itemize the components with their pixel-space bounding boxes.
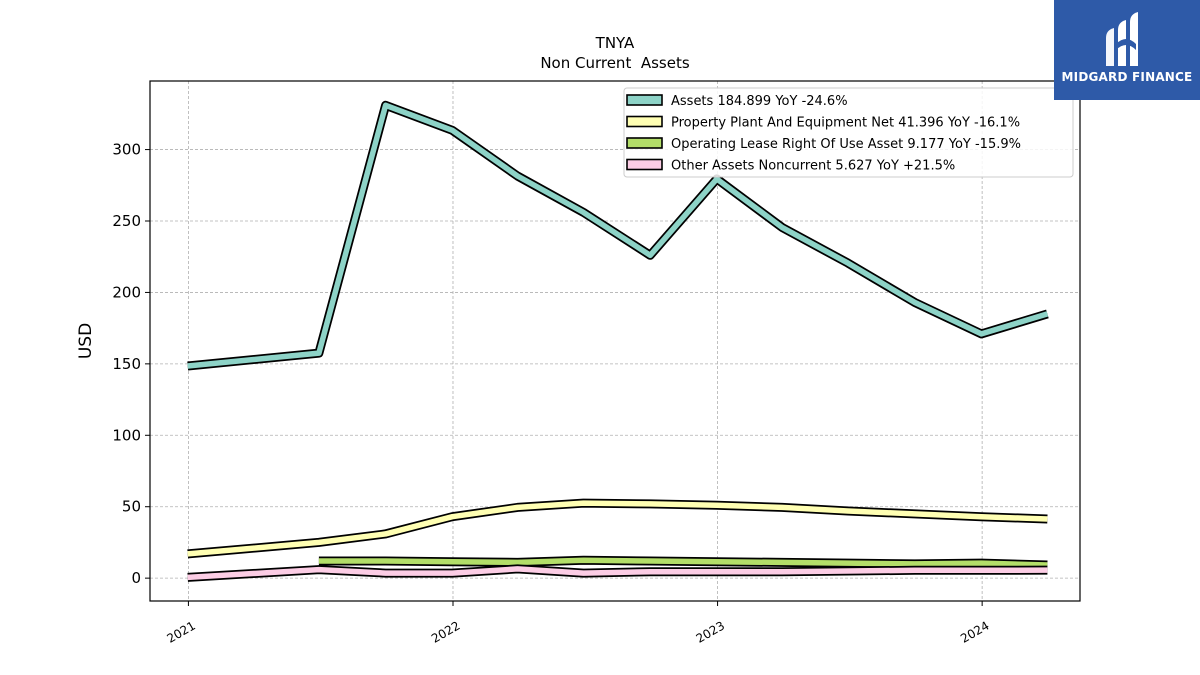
- y-tick-label: 300: [112, 141, 141, 159]
- legend-swatch: [626, 158, 663, 171]
- legend-swatch: [626, 137, 663, 149]
- logo-mark-icon: [1106, 12, 1138, 66]
- x-tick-label: 2021: [164, 618, 197, 645]
- y-axis-label: USD: [76, 323, 96, 359]
- series-group: [187, 100, 1049, 582]
- legend-label: Other Assets Noncurrent 5.627 YoY +21.5%: [671, 159, 955, 174]
- plot-frame: [149, 80, 1081, 602]
- series-line-2: [187, 500, 1048, 557]
- y-tick-label: 0: [131, 569, 141, 587]
- legend-label: Property Plant And Equipment Net 41.396 …: [671, 116, 1020, 131]
- series-outline: [187, 498, 1048, 559]
- y-tick-label: 250: [112, 212, 141, 230]
- x-tick-label: 2024: [958, 618, 991, 645]
- chart-title: TNYA: [595, 34, 635, 52]
- y-tick-label: 150: [112, 355, 141, 373]
- y-axis: 0 50 100 150 200 250 300: [112, 141, 150, 587]
- y-tick-label: 200: [112, 283, 141, 301]
- legend-swatch: [626, 94, 663, 106]
- chart-subtitle: Non Current Assets: [540, 54, 690, 72]
- logo-text: MIDGARD FINANCE: [1061, 70, 1193, 84]
- legend-box: [623, 87, 1074, 178]
- series-line-3: [318, 557, 1048, 568]
- legend: Assets 184.899 YoY -24.6% Property Plant …: [623, 87, 1074, 178]
- legend-label: Operating Lease Right Of Use Asset 9.177…: [671, 137, 1021, 152]
- series-line-4: [187, 566, 1048, 581]
- y-tick-label: 100: [112, 426, 141, 444]
- x-tick-label: 2022: [429, 618, 462, 645]
- legend-swatch: [626, 115, 663, 128]
- x-tick-label: 2023: [694, 618, 727, 645]
- brand-logo: MIDGARD FINANCE: [1054, 0, 1200, 100]
- y-tick-label: 50: [122, 498, 141, 516]
- x-axis: 2021 2022 2023 2024: [164, 601, 992, 646]
- legend-label: Assets 184.899 YoY -24.6%: [671, 94, 848, 109]
- series-line-1: [187, 102, 1049, 369]
